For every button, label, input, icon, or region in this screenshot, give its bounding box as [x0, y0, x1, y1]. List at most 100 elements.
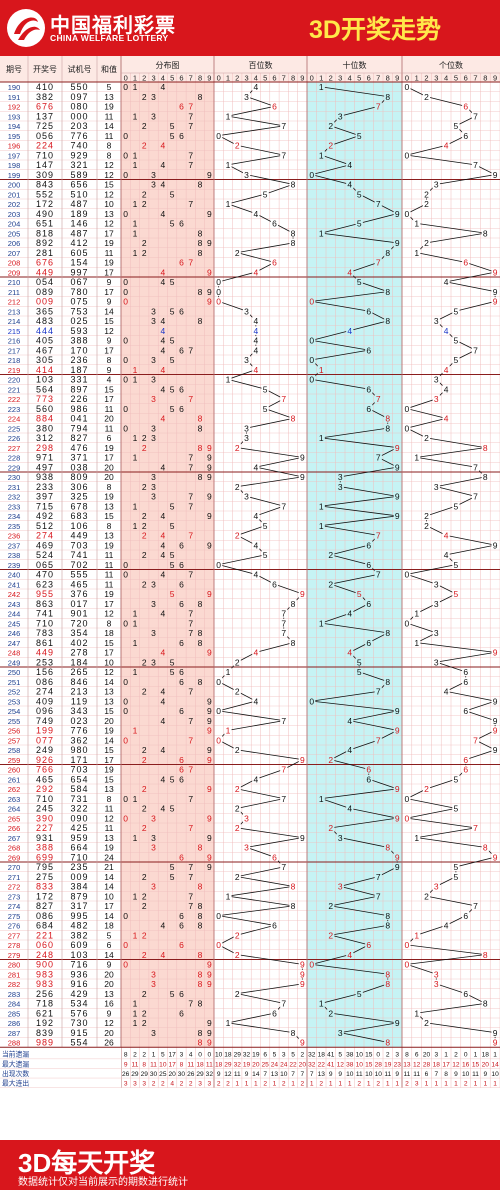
- tens-mark-bg: [308, 355, 316, 365]
- test-cell: 703: [70, 765, 88, 775]
- hundreds-mark-bg: [252, 267, 260, 277]
- draw-cell: 156: [36, 667, 54, 677]
- tens-mark: 4: [347, 745, 352, 755]
- test-cell: 317: [70, 901, 88, 911]
- draw-cell: 983: [36, 969, 54, 979]
- stats-value: 1: [425, 1080, 429, 1087]
- units-mark: 3: [434, 599, 439, 609]
- tens-mark-bg: [374, 570, 382, 579]
- distribution-mark: 4: [160, 540, 165, 550]
- tens-mark: 0: [309, 355, 314, 365]
- tens-mark: 9: [395, 492, 400, 502]
- period-cell: 281: [8, 970, 21, 979]
- section-header-tens: 十位数: [343, 60, 367, 70]
- hundreds-mark-bg: [252, 570, 260, 579]
- test-cell: 119: [71, 696, 88, 706]
- tens-mark-bg: [355, 219, 363, 228]
- tens-mark-bg: [384, 423, 392, 433]
- units-mark: 3: [434, 394, 439, 404]
- hundreds-mark-bg: [215, 940, 223, 950]
- tens-mark-bg: [336, 482, 344, 491]
- units-mark: 5: [454, 862, 459, 872]
- tens-mark: 9: [395, 784, 400, 794]
- hundreds-mark-bg: [270, 102, 279, 111]
- units-mark: 2: [424, 784, 429, 794]
- distribution-mark: 6: [179, 755, 184, 765]
- stats-value: 0: [464, 1052, 468, 1059]
- distribution-mark: 3: [151, 979, 156, 989]
- distribution-mark: 4: [160, 774, 165, 784]
- tens-mark: 9: [395, 1018, 400, 1028]
- distribution-mark: 1: [133, 375, 138, 385]
- tens-mark-bg: [374, 872, 382, 881]
- tens-mark: 2: [328, 901, 333, 911]
- stats-value: 8: [180, 1061, 184, 1068]
- stats-value: 1: [310, 1080, 314, 1087]
- distribution-mark: 6: [179, 940, 184, 950]
- units-mark: 9: [493, 297, 498, 307]
- stats-value: 1: [395, 1080, 399, 1087]
- units-mark-bg: [452, 862, 460, 872]
- sum-cell: 13: [104, 501, 114, 511]
- distribution-mark: 0: [123, 209, 128, 219]
- sum-cell: 8: [107, 141, 112, 151]
- stats-value: 7: [434, 1071, 438, 1078]
- digit-header: 9: [300, 74, 304, 83]
- distribution-mark: 0: [123, 735, 128, 745]
- stats-value: 1: [291, 1080, 295, 1087]
- distribution-mark: 0: [123, 940, 128, 950]
- hundreds-mark-bg: [224, 375, 232, 384]
- tens-mark-bg: [365, 560, 373, 569]
- hundreds-mark-bg: [252, 209, 260, 218]
- hundreds-mark: 0: [216, 735, 221, 745]
- stats-value: 11: [234, 1071, 241, 1078]
- distribution-mark: 1: [133, 199, 138, 209]
- units-mark-bg: [413, 638, 421, 647]
- test-cell: 384: [70, 882, 88, 892]
- period-cell: 280: [8, 961, 21, 970]
- hundreds-mark-bg: [252, 326, 260, 335]
- draw-cell: 449: [36, 648, 54, 658]
- stats-value: 7: [291, 1071, 295, 1078]
- stats-value: 10: [491, 1071, 499, 1078]
- test-cell: 936: [70, 969, 88, 979]
- distribution-mark: 8: [198, 628, 203, 638]
- tens-mark-bg: [355, 657, 363, 667]
- test-cell: 171: [70, 755, 88, 765]
- hundreds-mark-bg: [233, 531, 241, 540]
- tens-mark-bg: [374, 199, 382, 209]
- distribution-mark: 9: [207, 755, 212, 765]
- tens-mark-bg: [393, 784, 401, 794]
- stats-value: 20: [423, 1052, 431, 1059]
- tens-mark: 2: [328, 823, 333, 833]
- tens-mark: 0: [309, 696, 314, 706]
- stats-value: 25: [261, 1061, 269, 1068]
- draw-cell: 086: [36, 677, 54, 687]
- distribution-mark: 2: [142, 248, 147, 258]
- distribution-mark: 1: [133, 160, 138, 170]
- stats-value: 9: [395, 1071, 399, 1078]
- distribution-mark: 0: [123, 336, 128, 346]
- test-cell: 740: [70, 141, 88, 151]
- stats-value: 10: [365, 1071, 373, 1078]
- units-mark: 7: [473, 492, 478, 502]
- units-mark: 9: [493, 696, 498, 706]
- distribution-mark: 2: [142, 141, 147, 151]
- tens-mark: 8: [385, 921, 390, 931]
- distribution-mark: 5: [170, 589, 175, 599]
- stats-value: 2: [189, 1080, 193, 1087]
- units-mark-bg: [462, 677, 470, 686]
- stats-value: 2: [405, 1080, 409, 1087]
- units-mark-bg: [462, 989, 470, 998]
- stats-value: 24: [271, 1061, 279, 1068]
- hundreds-mark-bg: [298, 589, 306, 599]
- units-mark-bg: [462, 102, 470, 111]
- distribution-mark: 6: [179, 540, 184, 550]
- units-mark-bg: [491, 287, 499, 296]
- draw-cell: 147: [36, 160, 54, 170]
- distribution-mark: 2: [142, 1008, 147, 1018]
- draw-cell: 989: [36, 1038, 54, 1048]
- hundreds-mark-bg: [270, 219, 279, 228]
- tens-mark: 5: [357, 667, 362, 677]
- hundreds-mark: 9: [300, 1038, 305, 1048]
